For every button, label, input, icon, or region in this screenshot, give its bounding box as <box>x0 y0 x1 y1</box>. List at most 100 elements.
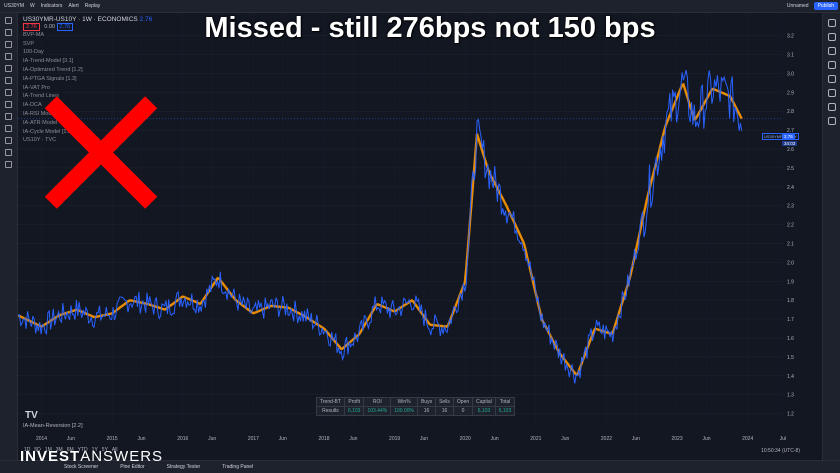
tradingview-logo: TV <box>25 410 38 421</box>
x-tick-label: Jun <box>138 436 146 442</box>
results-value-cell: 6,103 <box>494 406 516 416</box>
publish-button[interactable]: Publish <box>813 2 838 10</box>
timeframe-tab[interactable]: 1M <box>44 447 52 453</box>
layout-name[interactable]: Unnamed <box>786 3 809 9</box>
bottom-panel-tabs: Stock Screener Pine Editor Strategy Tester… <box>0 460 840 473</box>
results-header-cell: Capital <box>472 397 496 407</box>
legend-row[interactable]: IA-VAT Pro <box>23 84 50 91</box>
right-sidebar <box>822 13 840 460</box>
crosshair-icon[interactable] <box>5 17 12 24</box>
timeframe-tab[interactable]: YTD <box>77 447 88 453</box>
x-tick-label: Jun <box>420 436 428 442</box>
x-tick-label: 2019 <box>389 436 400 442</box>
symbol-search[interactable]: US30YM <box>4 3 25 9</box>
results-header-cell: Total <box>494 397 516 407</box>
results-header-cell: Win% <box>390 397 418 407</box>
heart-icon[interactable] <box>5 89 12 96</box>
pattern-icon[interactable] <box>5 77 12 84</box>
zoom-icon[interactable] <box>5 113 12 120</box>
interval-selector[interactable]: W <box>30 3 35 9</box>
ideas-icon[interactable] <box>827 75 836 83</box>
y-tick-label: 1.7 <box>787 317 794 323</box>
legend-row[interactable]: 100-Day <box>23 49 44 56</box>
x-tick-label: 2015 <box>107 436 118 442</box>
sell-pill[interactable]: 2.76 <box>23 23 40 31</box>
x-tick-label: 2016 <box>177 436 188 442</box>
alert-button[interactable]: Alert <box>68 3 79 9</box>
timeframe-tab[interactable]: 1Y <box>91 447 98 453</box>
notifications-icon[interactable] <box>827 117 836 125</box>
legend-value: 2.76 <box>139 16 153 23</box>
y-tick-label: 1.4 <box>787 374 794 380</box>
x-tick-label: Jun <box>561 436 569 442</box>
calendar-icon[interactable] <box>827 61 836 69</box>
bottom-tab[interactable]: Stock Screener <box>64 464 99 470</box>
top-toolbar: US30YM W Indicators Alert Replay Unnamed… <box>0 0 840 13</box>
chat-icon[interactable] <box>827 89 836 97</box>
legend-row[interactable]: BVP-MA <box>23 31 45 38</box>
timeframe-tab[interactable]: 3M <box>55 447 63 453</box>
watchlist-icon[interactable] <box>827 19 836 27</box>
legend-row[interactable]: SVP <box>23 40 35 47</box>
results-header-cell: Trend-BT <box>316 397 345 407</box>
price-chart[interactable]: 3.2 3.1 3.0 2.9 2.8 2.7 2.6 2.5 2.4 2.3 2.2 2.1 2.0 1… <box>18 13 804 447</box>
legend-row[interactable]: IA-DCA <box>23 102 42 109</box>
streams-icon[interactable] <box>827 103 836 111</box>
x-tick-label: Jun <box>208 436 216 442</box>
results-header-cell: Profit <box>343 397 365 407</box>
results-value-cell: 0 <box>452 406 474 416</box>
timeframe-tab[interactable]: All <box>111 447 118 453</box>
red-cross-mark <box>40 92 162 214</box>
legend-row[interactable]: IA-Optimized Trend [1.2] <box>23 66 83 73</box>
bottom-tab[interactable]: Pine Editor <box>120 464 145 470</box>
x-tick-label: 2023 <box>672 436 683 442</box>
y-tick-label: 2.2 <box>787 223 794 229</box>
x-tick-label: 2018 <box>318 436 329 442</box>
investanswers-watermark: INVESTANSWERS <box>20 448 163 465</box>
results-value-cell: 103.44% <box>363 406 392 416</box>
timeframe-tab[interactable]: 1D <box>24 447 31 453</box>
y-tick-label: 1.5 <box>787 355 794 361</box>
trash-icon[interactable] <box>5 161 12 168</box>
x-tick-label: 2024 <box>742 436 753 442</box>
timeframe-tabs: 1D 5D 1M 3M 6M YTD 1Y 5Y All <box>24 447 117 453</box>
results-header-cell: Sells <box>435 397 454 407</box>
legend-row[interactable]: IA-Trend-Model [3.1] <box>23 58 74 65</box>
bottom-tab[interactable]: Trading Panel <box>222 464 254 470</box>
y-tick-label: 1.2 <box>787 412 794 418</box>
x-tick-label: Jun <box>349 436 357 442</box>
drawing-toolbar <box>0 13 18 460</box>
backtest-results-table: Trend-BT Profit ROI Win% Buys Sells Open Capita… <box>316 397 516 416</box>
buy-pill[interactable]: 2.76 <box>56 23 74 31</box>
brush-icon[interactable] <box>5 53 12 60</box>
results-value-cell: 6,103 <box>343 406 365 416</box>
y-tick-label: 3.2 <box>787 34 794 40</box>
indicators-button[interactable]: Indicators <box>40 3 63 9</box>
y-tick-label: 2.4 <box>787 185 794 191</box>
x-tick-label: Jun <box>632 436 640 442</box>
timeframe-tab[interactable]: 6M <box>66 447 74 453</box>
trendline-icon[interactable] <box>5 29 12 36</box>
eye-icon[interactable] <box>5 149 12 156</box>
timeframe-tab[interactable]: 5Y <box>101 447 108 453</box>
fib-icon[interactable] <box>5 41 12 48</box>
layers-icon[interactable] <box>827 47 836 55</box>
legend-row[interactable]: IA-PTGA Signals [1.3] <box>23 75 77 82</box>
magnet-icon[interactable] <box>5 125 12 132</box>
legend-title: US30YMR-US10Y · 1W · ECONOMICS <box>23 16 138 23</box>
y-tick-label: 2.6 <box>787 147 794 153</box>
lock-icon[interactable] <box>5 137 12 144</box>
alerts-icon[interactable] <box>827 33 836 41</box>
results-value-cell: 100.00% <box>390 406 418 416</box>
text-icon[interactable] <box>5 65 12 72</box>
x-tick-label: Jun <box>279 436 287 442</box>
ruler-icon[interactable] <box>5 101 12 108</box>
replay-button[interactable]: Replay <box>84 3 101 9</box>
timeframe-tab[interactable]: 5D <box>34 447 41 453</box>
y-tick-label: 2.9 <box>787 90 794 96</box>
y-tick-label: 2.1 <box>787 242 794 248</box>
bottom-tab[interactable]: Strategy Tester <box>166 464 201 470</box>
y-tick-label: 2.0 <box>787 260 794 266</box>
spread-value: 0.00 <box>44 24 55 30</box>
results-value-cell: Results <box>316 406 345 416</box>
